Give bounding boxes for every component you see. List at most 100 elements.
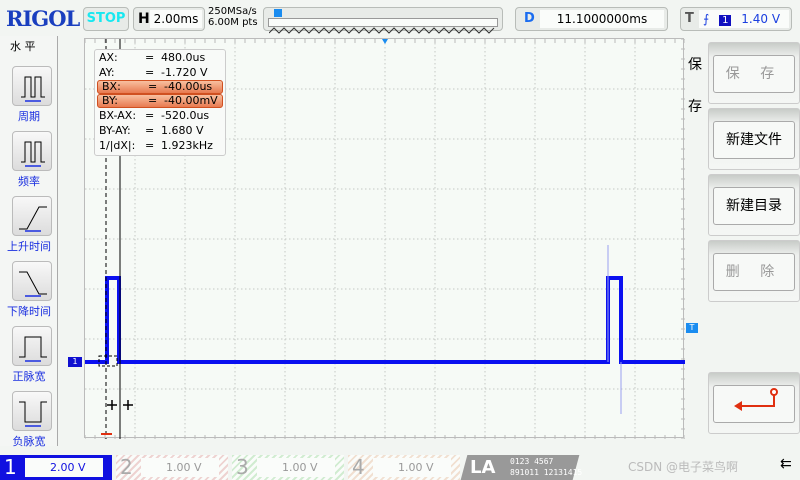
measurement-name: BX: — [102, 80, 121, 93]
equals: = — [145, 66, 155, 79]
measurement-value: -1.720 V — [161, 66, 208, 79]
timebase-value: 2.00ms — [150, 10, 202, 28]
rise-time-icon — [19, 206, 47, 232]
la-label: LA — [470, 457, 496, 478]
channel-scale: 1.00 V — [373, 458, 451, 477]
save-menu-button-0[interactable]: 保 存 — [708, 42, 800, 104]
button-label: 新建文件 — [713, 121, 795, 159]
memory-overview — [263, 7, 503, 34]
negative-width-button[interactable] — [12, 391, 52, 431]
measurement-row: AX: = 480.0us — [95, 50, 225, 65]
menu-label: 频率 — [18, 175, 40, 188]
measurement-row: BY: = -40.00mV — [97, 94, 223, 108]
sample-rate: 250MSa/s — [208, 6, 257, 17]
h-label: H — [138, 11, 150, 27]
rigol-logo: RIGOL — [6, 6, 80, 31]
channel-1-indicator[interactable]: 1 2.00 V — [0, 455, 112, 480]
memory-depth: 6.00M pts — [208, 17, 258, 28]
equals: = — [145, 51, 155, 64]
cursor-measurements: AX: = 480.0us AY: = -1.720 V BX: = -40.00us BY: = -… — [94, 49, 226, 156]
menu-label: 上升时间 — [7, 240, 51, 253]
channel-number: 2 — [120, 455, 133, 479]
save-menu-button-3[interactable]: 删 除 — [708, 240, 800, 302]
cursor-b-marker — [123, 400, 133, 410]
usb-icon: ⇇ — [780, 456, 792, 472]
measurement-value: 1.923kHz — [161, 139, 213, 152]
delay-value: 11.1000000ms — [540, 10, 664, 28]
return-arrow-icon — [713, 385, 795, 423]
measure-menu: 水 平 周期 频率 上升时间 下降时间 正脉宽 负脉宽 — [0, 36, 58, 448]
button-label: 新建目录 — [713, 187, 795, 225]
run-stop-status[interactable]: STOP — [83, 7, 129, 31]
memory-waveform — [268, 18, 498, 34]
period-button[interactable] — [12, 66, 52, 106]
cursor-cross-marker — [98, 355, 118, 367]
channel-bar: 1 2.00 V 2 1.00 V 3 1.00 V 4 1.00 V — [0, 455, 800, 480]
trigger-level: 1.40 V — [741, 12, 781, 26]
measurement-name: BY: — [102, 94, 118, 107]
channel-number: 4 — [352, 455, 365, 479]
acquisition-info: 250MSa/s 6.00M pts — [208, 6, 258, 28]
frequency-icon — [21, 141, 45, 167]
measurement-value: -40.00us — [164, 80, 213, 93]
positive-width-icon — [19, 336, 47, 362]
delay-box[interactable]: D 11.1000000ms — [515, 7, 668, 31]
measurement-name: AY: — [99, 66, 115, 79]
horizontal-timebase[interactable]: H 2.00ms — [133, 7, 205, 31]
channel-4-indicator[interactable]: 4 1.00 V — [348, 455, 460, 480]
measurement-value: -40.00mV — [164, 94, 218, 107]
graticule — [84, 38, 686, 440]
period-icon — [21, 76, 45, 102]
fall-time-icon — [19, 271, 47, 297]
la-bits-0-7: 0123 4567 — [510, 457, 554, 466]
menu-label: 下降时间 — [7, 305, 51, 318]
trigger-source: 1 — [719, 15, 732, 26]
equals: = — [148, 94, 158, 107]
save-menu: 保存 保 存新建文件新建目录删 除 — [688, 36, 800, 446]
equals: = — [145, 139, 155, 152]
measurement-row: BY-AY: = 1.680 V — [95, 123, 225, 138]
back-button[interactable] — [708, 372, 800, 434]
channel-scale: 2.00 V — [25, 458, 103, 477]
measurement-value: -520.0us — [161, 109, 210, 122]
negative-width-icon — [19, 401, 47, 427]
equals: = — [145, 109, 155, 122]
save-menu-button-2[interactable]: 新建目录 — [708, 174, 800, 236]
measurement-row: 1/|dX|: = 1.923kHz — [95, 138, 225, 153]
rise-time-button[interactable] — [12, 196, 52, 236]
measurement-name: AX: — [99, 51, 118, 64]
channel-3-indicator[interactable]: 3 1.00 V — [232, 455, 344, 480]
measurement-value: 1.680 V — [161, 124, 204, 137]
trigger-position-marker — [382, 39, 388, 44]
channel-number: 3 — [236, 455, 249, 479]
trigger-label: T — [685, 11, 694, 26]
button-label: 保 存 — [713, 55, 795, 93]
channel-2-indicator[interactable]: 2 1.00 V — [116, 455, 228, 480]
equals: = — [148, 80, 158, 93]
measurement-row: AY: = -1.720 V — [95, 65, 225, 80]
channel-scale: 1.00 V — [141, 458, 219, 477]
cursor-a-marker — [107, 400, 117, 410]
measurement-name: BY-AY: — [99, 124, 131, 137]
measurement-row: BX: = -40.00us — [97, 80, 223, 94]
trigger-level-marker[interactable]: T — [686, 323, 698, 333]
la-bits-8-15: 891011 12131415 — [510, 468, 583, 477]
watermark: CSDN @电子菜鸟啊 — [628, 460, 739, 474]
menu-label: 正脉宽 — [12, 370, 46, 383]
menu-label: 负脉宽 — [12, 435, 46, 448]
measurement-value: 480.0us — [161, 51, 206, 64]
channel1-offset-marker[interactable]: 1 — [68, 357, 82, 367]
measurement-name: BX-AX: — [99, 109, 137, 122]
save-menu-button-1[interactable]: 新建文件 — [708, 108, 800, 170]
menu-label: 周期 — [18, 110, 40, 123]
trigger-box[interactable]: T ⨍ 1 1.40 V — [680, 7, 792, 31]
rising-edge-icon: ⨍ — [703, 12, 710, 26]
menu-title: 保存 — [688, 57, 702, 115]
button-label: 删 除 — [713, 253, 795, 291]
fall-time-button[interactable] — [12, 261, 52, 301]
measurement-row: BX-AX: = -520.0us — [95, 108, 225, 123]
positive-width-button[interactable] — [12, 326, 52, 366]
channel-number: 1 — [4, 455, 17, 479]
frequency-button[interactable] — [12, 131, 52, 171]
trigger-position-marker — [274, 9, 282, 17]
